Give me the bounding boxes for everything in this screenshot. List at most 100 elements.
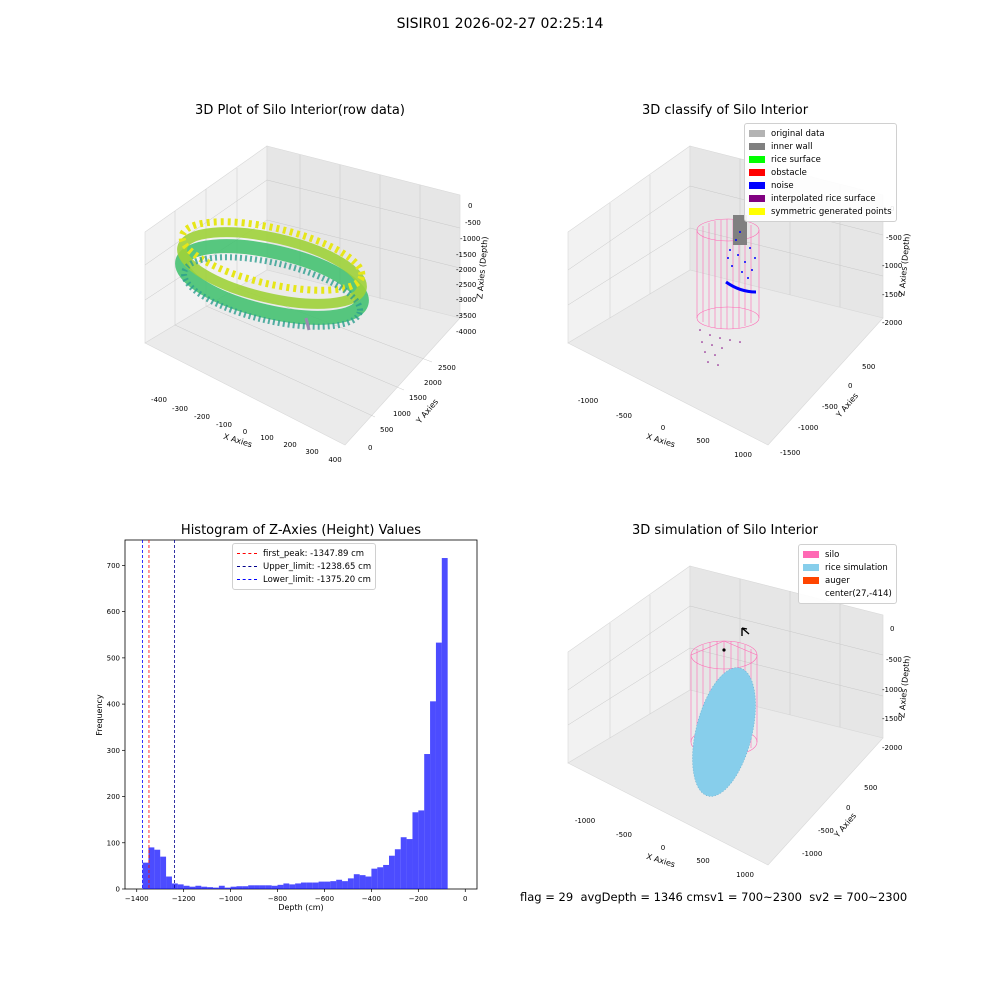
panel4-legend: silo rice simulation auger center(27,-41… [798,544,897,604]
histogram-bar [336,879,343,889]
legend-label: auger [825,575,850,586]
panel2-xlabel: X Axies [645,432,676,449]
panel4-center-point [722,648,726,652]
legend-line [237,553,257,554]
legend-swatch [749,208,765,215]
panel4-xtick: -1000 [575,817,595,825]
panel2-ytick: 0 [848,382,852,390]
panel1-ytick: 2000 [424,379,442,387]
histogram-bar [383,864,389,889]
legend-item: inner wall [749,140,892,153]
panel2-ytick: 500 [862,363,875,371]
panel1-xtick: 0 [243,428,247,436]
histogram-bar [318,881,325,889]
panel1-title: 3D Plot of Silo Interior(row data) [195,103,405,118]
panel1-xtick: -400 [151,396,167,404]
histogram-bar [248,885,255,889]
panel1-zlabel: Z Axies (Depth) [475,236,489,299]
legend-swatch [803,564,819,571]
status-line: flag = 29 avgDepth = 1346 cmsv1 = 700~23… [520,890,907,904]
legend-swatch [803,590,819,597]
histogram-bar [189,886,196,889]
legend-line [237,566,257,567]
histogram-bar [359,875,366,889]
histogram-bar [365,876,372,889]
panel4-ytick: 500 [864,784,877,792]
histogram-bar [394,849,401,889]
histogram-chart: −1400 −1200 −1000 −800 −600 −400 −200 0 0 100 200… [95,539,478,912]
histogram-bar [265,885,272,889]
legend-label: symmetric generated points [771,206,892,217]
histogram-bar [371,868,378,889]
histogram-bar [224,887,231,889]
histogram-bar [441,558,448,889]
histogram-y-tick-label: 200 [107,793,120,801]
histogram-bar [330,881,337,889]
histogram-bar [195,885,202,889]
histogram-bar [347,878,354,889]
legend-item: symmetric generated points [749,205,892,218]
panel4-ylabel: Y Axies [832,811,858,840]
histogram-x-tick-label: −1000 [219,895,243,903]
legend-item: rice simulation [803,561,892,574]
legend-swatch [749,130,765,137]
legend-item: original data [749,127,892,140]
panel2-floor-pane [567,269,884,446]
legend-label: center(27,-414) [825,588,892,599]
histogram-bar [435,642,442,889]
panel1-xlabel: X Axies [222,432,253,449]
panel2-ztick: -500 [886,234,902,242]
histogram-ylabel: Frequency [95,694,104,736]
panel4-rice-simulation [692,667,756,797]
panel1-ztick: -500 [465,219,481,227]
histogram-bar [271,885,278,889]
panel1-ytick: 2500 [438,364,456,372]
panel4-xlabel: X Axies [645,852,676,869]
legend-label: Upper_limit: -1238.65 cm [263,561,372,572]
legend-label: original data [771,128,825,139]
panel4-ytick: -500 [818,827,834,835]
panel1-xtick: -100 [216,421,232,429]
panel1-point-cloud [175,218,369,331]
histogram-bar [412,812,419,889]
histogram-bar [430,701,436,889]
panel2-zlabel: Z Axies (Depth) [897,233,911,296]
legend-item: rice surface [749,153,892,166]
panel1-ztick: -2500 [456,281,476,289]
histogram-bar [160,856,167,889]
histogram-bar [418,810,425,889]
legend-item: noise [749,179,892,192]
panel4-auger-arrow [741,627,750,636]
legend-swatch [803,551,819,558]
panel1-ztick: -1000 [460,235,480,243]
panel1-xtick: 400 [328,456,341,464]
histogram-y-tick-label: 700 [107,562,120,570]
panel1-xtick: 200 [283,441,296,449]
panel4-ytick: 0 [846,804,850,812]
panel1-ytick: 1500 [409,394,427,402]
histogram-x-tick-label: −600 [315,895,334,903]
histogram-xlabel: Depth (cm) [278,903,323,912]
histogram-y-ticks: 0 100 200 300 400 500 600 700 [107,562,125,894]
panel2-title: 3D classify of Silo Interior [641,103,809,118]
histogram-bar [154,849,161,889]
status-avg-depth: avgDepth = 1346 cm [580,890,705,904]
histogram-bar [312,882,319,889]
panel2-xtick: 1000 [734,451,752,459]
panel1-xtick: 300 [305,448,318,456]
panel2-noise-points [725,215,757,294]
panel4-x-ticks: -1000 -500 0 500 1000 [575,817,754,879]
panel4-xtick: 0 [661,844,665,852]
panel2-ylabel: Y Axies [834,391,860,420]
status-sv2: sv2 = 700~2300 [809,890,908,904]
histogram-y-tick-label: 300 [107,747,120,755]
status-sv1: sv1 = 700~2300 [704,890,802,904]
legend-item: center(27,-414) [803,587,892,600]
legend-swatch [749,182,765,189]
histogram-bars [142,558,448,889]
histogram-bar [236,886,243,889]
histogram-bar [324,881,331,889]
histogram-y-tick-label: 0 [116,886,120,894]
histogram-bar [424,754,431,889]
legend-item: Lower_limit: -1375.20 cm [237,573,371,586]
